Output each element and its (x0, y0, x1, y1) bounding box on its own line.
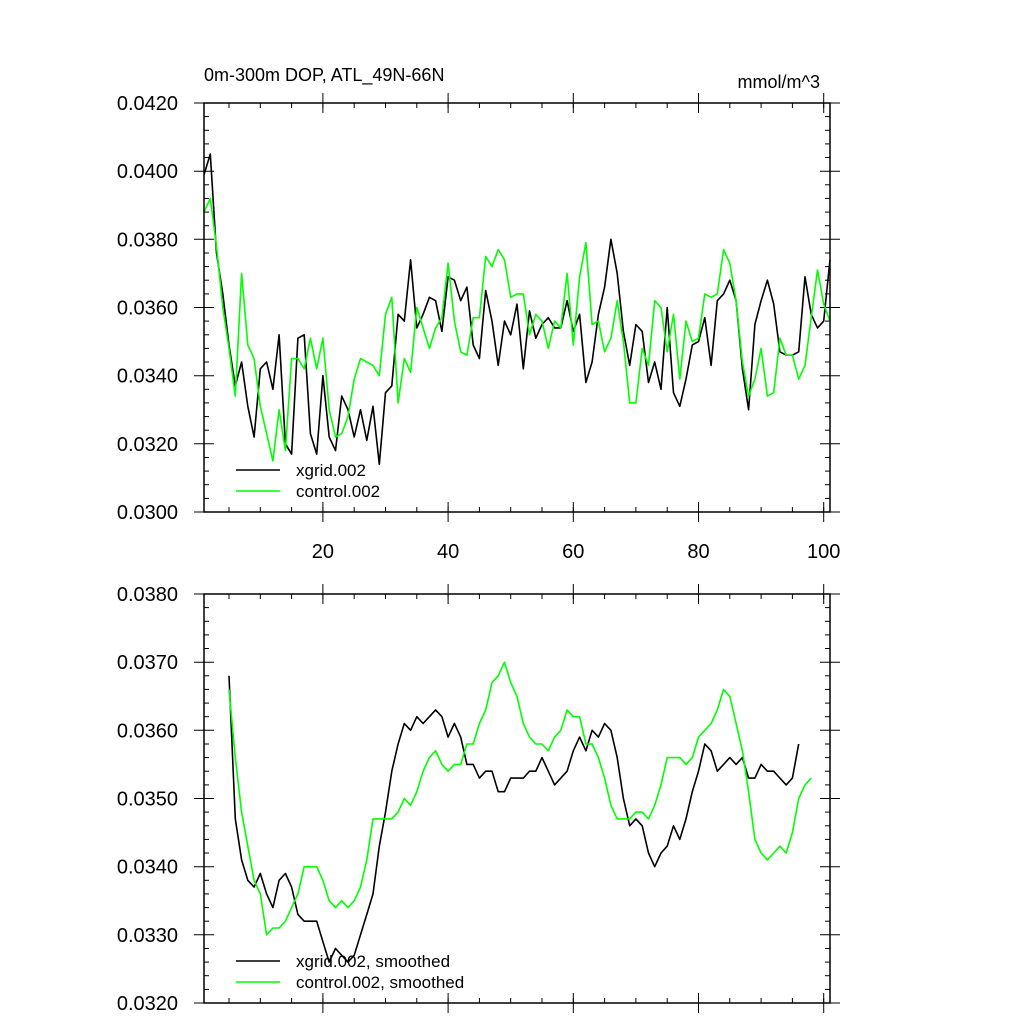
minor-ticks (204, 594, 830, 1003)
major-ticks (194, 584, 840, 1013)
plot-frame (203, 102, 831, 513)
y-tick-label: 0.0340 (117, 857, 178, 879)
y-tick-label: 0.0340 (117, 366, 178, 388)
y-tick-label: 0.0330 (117, 925, 178, 947)
plot-frame (203, 593, 831, 1004)
y-tick-label: 0.0360 (117, 720, 178, 742)
chart-title: 0m-300m DOP, ATL_49N-66N (204, 65, 444, 86)
panel-top: 0m-300m DOP, ATL_49N-66N mmol/m^3 0.0300… (117, 65, 841, 563)
panel-bottom: 0.0320 0.0330 0.0340 0.0350 0.0360 0.0370 0.03… (117, 584, 840, 1015)
y-tick-label: 0.0380 (117, 584, 178, 606)
units-label: mmol/m^3 (738, 72, 820, 92)
y-tick-label: 0.0320 (117, 434, 178, 456)
y-tick-label: 0.0300 (117, 502, 178, 524)
y-tick-label: 0.0360 (117, 298, 178, 320)
legend-label-xgrid: xgrid.002 (296, 461, 366, 480)
legend-label-control: control.002 (296, 482, 380, 501)
series-line-control-002 (203, 197, 831, 462)
series-group (228, 661, 812, 963)
legend-label-xgrid-smoothed: xgrid.002, smoothed (296, 952, 450, 971)
y-tick-labels: 0.0320 0.0330 0.0340 0.0350 0.0360 0.0370 0.03… (117, 584, 178, 1015)
x-tick-label: 40 (437, 541, 459, 563)
x-tick-label: 100 (807, 541, 840, 563)
y-tick-labels: 0.0300 0.0320 0.0340 0.0360 0.0380 0.0400 0.04… (117, 93, 178, 524)
x-tick-label: 20 (312, 541, 334, 563)
legend: xgrid.002, smoothed control.002, smoothe… (236, 952, 464, 992)
y-tick-label: 0.0320 (117, 993, 178, 1015)
y-tick-label: 0.0350 (117, 789, 178, 811)
y-tick-label: 0.0380 (117, 229, 178, 251)
y-tick-label: 0.0420 (117, 93, 178, 115)
x-tick-label: 80 (687, 541, 709, 563)
series-line-control-002-smoothed (228, 661, 812, 936)
series-line-xgrid-002-smoothed (228, 675, 800, 963)
x-tick-label: 60 (562, 541, 584, 563)
series-line-xgrid-002 (203, 153, 831, 466)
legend-label-control-smoothed: control.002, smoothed (296, 973, 464, 992)
x-tick-labels: 20 40 60 80 100 (312, 541, 841, 563)
y-tick-label: 0.0370 (117, 652, 178, 674)
y-tick-label: 0.0400 (117, 161, 178, 183)
legend: xgrid.002 control.002 (236, 461, 380, 501)
series-group (203, 153, 831, 466)
